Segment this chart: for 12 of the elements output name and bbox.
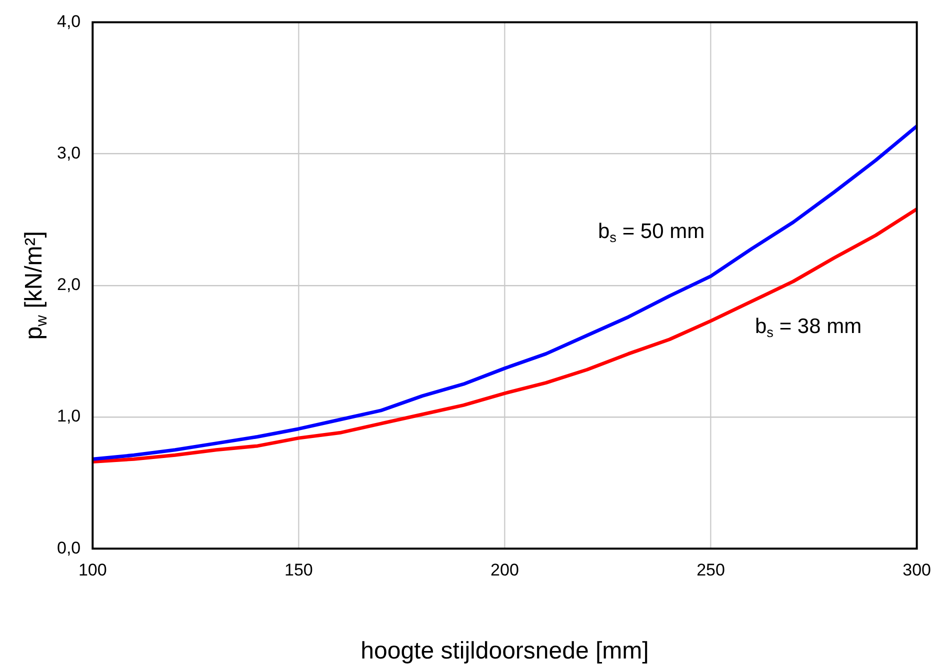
x-tick-label: 250 bbox=[696, 560, 725, 580]
y-tick-label: 4,0 bbox=[56, 12, 81, 31]
y-tick-label: 0,0 bbox=[56, 538, 81, 558]
y-tick-label: 2,0 bbox=[56, 275, 81, 294]
x-tick-label: 100 bbox=[78, 560, 107, 580]
x-tick-label: 300 bbox=[902, 560, 932, 580]
x-tick-label: 150 bbox=[284, 560, 313, 580]
y-axis-title: pw [kN/m²] bbox=[20, 231, 51, 340]
x-tick-label: 200 bbox=[490, 560, 519, 580]
y-tick-label: 1,0 bbox=[56, 406, 81, 426]
y-tick-label: 3,0 bbox=[56, 143, 81, 162]
x-axis-title: hoogte stijldoorsnede [mm] bbox=[360, 638, 649, 665]
